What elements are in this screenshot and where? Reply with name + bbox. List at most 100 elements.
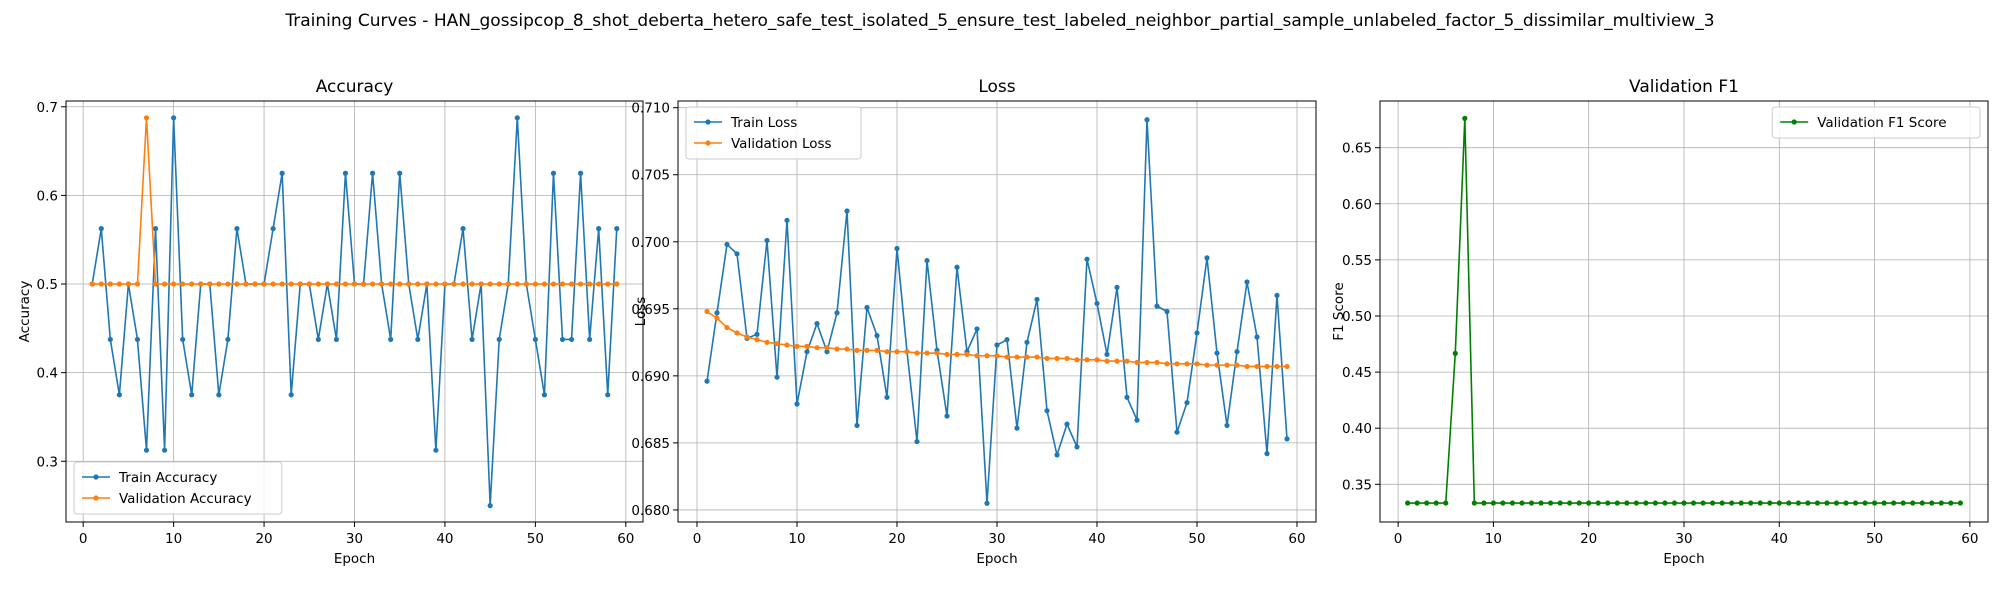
accuracy-validation-accuracy-point <box>279 281 285 287</box>
loss-ytick-label: 0.710 <box>631 101 670 117</box>
loss-train-loss-point <box>1264 451 1270 457</box>
loss-validation-loss-point <box>824 345 830 351</box>
f1-ytick-label: 0.60 <box>1342 197 1372 213</box>
f1-legend-label: Validation F1 Score <box>1817 115 1946 131</box>
loss-validation-loss-point <box>884 349 890 355</box>
accuracy-validation-accuracy-point <box>225 281 231 287</box>
loss-train-loss-point <box>864 304 870 311</box>
loss-train-loss-point <box>734 251 740 257</box>
loss-validation-loss-point <box>1164 361 1170 367</box>
loss-validation-loss-point <box>844 346 850 352</box>
accuracy-legend-label: Train Accuracy <box>118 470 217 486</box>
accuracy-train-accuracy-point <box>333 336 340 343</box>
accuracy-train-accuracy-point <box>161 447 168 453</box>
f1-validation-f1-score-point <box>1405 500 1411 506</box>
accuracy-validation-accuracy-point <box>342 281 349 287</box>
loss-xlabel: Epoch <box>976 551 1017 567</box>
loss-legend-box <box>685 106 862 160</box>
accuracy-train-accuracy-point <box>107 336 113 343</box>
f1-validation-f1-score-point <box>1833 500 1840 506</box>
accuracy-validation-accuracy-point <box>216 281 222 287</box>
accuracy-train-accuracy-point <box>180 336 186 343</box>
loss-axes-frame <box>677 100 1317 523</box>
accuracy-validation-accuracy-point <box>505 281 511 287</box>
accuracy-train-accuracy-point <box>460 226 466 232</box>
loss-train-loss-point <box>1274 292 1280 299</box>
loss-train-loss-point <box>1084 256 1090 262</box>
accuracy-train-accuracy-point <box>415 336 421 343</box>
f1-validation-f1-score-point <box>1757 500 1763 506</box>
loss-train-loss-point <box>1174 429 1180 435</box>
accuracy-validation-accuracy-point <box>351 281 358 287</box>
accuracy-train-accuracy-point <box>189 392 195 398</box>
accuracy-train-accuracy-point <box>532 336 538 343</box>
accuracy-validation-accuracy-point <box>234 281 240 287</box>
accuracy-validation-accuracy-point <box>559 281 566 287</box>
f1-validation-f1-score-point <box>1538 500 1544 506</box>
f1-validation-f1-score-point <box>1891 500 1897 506</box>
f1-validation-f1-score-point <box>1624 500 1630 506</box>
loss-train-loss-point <box>784 217 790 223</box>
accuracy-validation-accuracy-point <box>596 281 602 287</box>
f1-validation-f1-score-point <box>1490 500 1497 506</box>
accuracy-validation-accuracy-point <box>379 281 385 287</box>
accuracy-train-accuracy-point <box>496 336 502 343</box>
accuracy-validation-accuracy-point <box>125 281 132 287</box>
loss-validation-loss-point <box>964 351 970 358</box>
f1-validation-f1-score-point <box>1519 500 1525 506</box>
loss-train-loss-point <box>1234 349 1240 355</box>
loss-validation-loss-point <box>1144 359 1150 366</box>
accuracy-validation-accuracy-point <box>415 281 421 287</box>
f1-ylabel: F1 Score <box>1331 282 1347 340</box>
f1-validation-f1-score-point <box>1557 500 1563 506</box>
f1-validation-f1-score-point <box>1957 500 1963 506</box>
f1-validation-f1-score-point <box>1748 500 1754 506</box>
loss-validation-loss-point <box>904 349 910 355</box>
loss-validation-loss-point <box>894 349 900 355</box>
accuracy-train-accuracy-point <box>342 170 349 176</box>
loss-train-loss-point <box>1014 425 1020 431</box>
loss-train-loss-point <box>1154 303 1160 309</box>
accuracy-validation-accuracy-point <box>189 281 195 287</box>
loss-validation-loss-point <box>934 350 940 356</box>
accuracy-validation-accuracy-point <box>152 281 159 287</box>
f1-panel: 0 10 20 30 40 50 60 0.35 0.40 0.45 0.50 0.55 0.60 0.6… <box>1331 77 1989 567</box>
accuracy-validation-accuracy-point <box>161 281 168 287</box>
loss-ytick-label: 0.685 <box>631 436 670 452</box>
loss-validation-loss-point <box>1024 354 1030 360</box>
loss-train-loss-point <box>704 378 710 384</box>
f1-validation-f1-score-point <box>1738 500 1744 506</box>
f1-validation-f1-score-point <box>1910 500 1916 506</box>
loss-validation-loss-point <box>1074 357 1080 363</box>
loss-train-loss-point <box>1244 279 1250 285</box>
loss-validation-loss-point <box>1064 355 1070 362</box>
f1-validation-f1-score-point <box>1567 500 1573 506</box>
f1-ytick-label: 0.40 <box>1342 421 1372 437</box>
loss-validation-loss-point <box>1054 355 1060 362</box>
accuracy-train-accuracy-point <box>587 336 593 343</box>
loss-validation-loss-point <box>1004 354 1010 360</box>
accuracy-validation-accuracy-point <box>261 281 267 287</box>
f1-validation-f1-score-point <box>1881 500 1887 506</box>
loss-train-loss-point <box>884 394 890 400</box>
f1-xtick-label: 30 <box>1675 531 1692 547</box>
accuracy-train-accuracy-point <box>577 170 584 176</box>
f1-validation-f1-score-point <box>1414 500 1420 506</box>
f1-validation-f1-score-point <box>1729 500 1735 506</box>
accuracy-validation-accuracy-point <box>134 281 141 287</box>
accuracy-validation-accuracy-point <box>397 281 403 287</box>
loss-validation-loss-point <box>864 347 870 353</box>
accuracy-validation-accuracy-point <box>315 281 321 287</box>
accuracy-train-accuracy-point <box>487 503 493 509</box>
accuracy-xtick-label: 30 <box>346 531 363 547</box>
loss-validation-loss-point <box>1084 357 1090 363</box>
loss-validation-loss-point <box>724 324 730 331</box>
loss-ytick-label: 0.705 <box>631 168 670 184</box>
f1-validation-f1-score-point <box>1586 500 1592 506</box>
loss-title: Loss <box>978 77 1015 97</box>
accuracy-ytick-label: 0.4 <box>37 366 58 382</box>
accuracy-train-accuracy-point <box>397 170 403 176</box>
f1-validation-f1-score-point <box>1767 500 1773 506</box>
accuracy-train-accuracy-point <box>605 392 611 398</box>
accuracy-legend-marker <box>93 474 99 480</box>
